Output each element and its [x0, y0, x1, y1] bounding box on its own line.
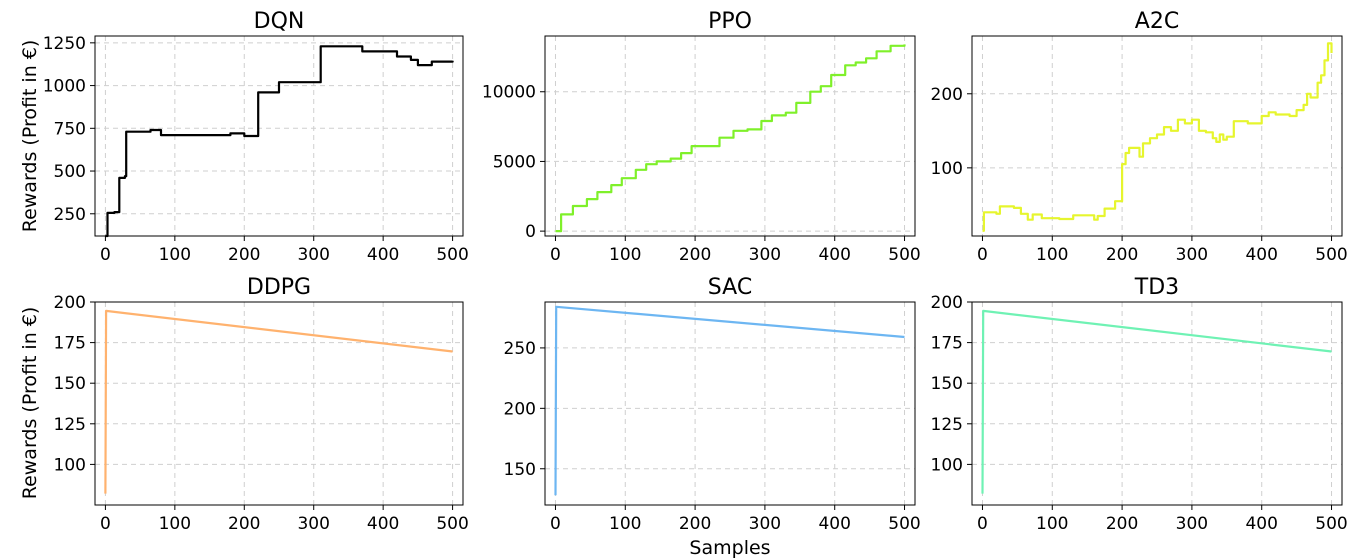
y-tick-label-0: 0	[525, 222, 536, 242]
panel-dqn: 0 100 200 300 400 500 250 500 750 1000 1250 DQN	[43, 9, 469, 265]
series-line-td3-0	[981, 309, 1332, 494]
x-tick-label-1: 100	[1036, 514, 1068, 534]
x-tick-label-4: 400	[367, 245, 399, 265]
x-tick-label-4: 400	[818, 514, 850, 534]
x-tick-label-2: 200	[679, 245, 711, 265]
panel-title: DQN	[254, 9, 305, 34]
axes-frame	[971, 301, 1343, 506]
y-tick-label-0: 100	[931, 159, 963, 179]
x-tick-label-3: 300	[1176, 245, 1208, 265]
x-tick-label-0: 0	[977, 514, 988, 534]
series-line-sac-0	[554, 305, 905, 496]
figure-ylabel-bottom: Rewards (Profit in €)	[19, 307, 41, 500]
panel-a2c: 0 100 200 300 400 500 100 200 A2C	[931, 9, 1348, 265]
x-tick-label-3: 300	[749, 245, 781, 265]
panel-title: A2C	[1135, 9, 1179, 34]
x-tick-label-3: 300	[297, 245, 329, 265]
axes-frame	[544, 301, 916, 506]
x-tick-label-1: 100	[609, 514, 641, 534]
x-tick-label-1: 100	[609, 245, 641, 265]
y-tick-label-1: 500	[54, 162, 86, 182]
y-tick-label-2: 150	[931, 374, 963, 394]
x-tick-label-0: 0	[550, 245, 561, 265]
y-tick-label-4: 1250	[43, 34, 86, 54]
y-tick-label-3: 175	[54, 334, 86, 354]
y-tick-label-2: 10000	[482, 83, 536, 103]
y-tick-label-4: 200	[931, 293, 963, 313]
x-tick-label-0: 0	[100, 245, 111, 265]
y-tick-label-3: 175	[931, 334, 963, 354]
series-line-ppo-0	[555, 44, 906, 233]
x-tick-label-1: 100	[159, 245, 191, 265]
axes-frame	[94, 301, 464, 506]
panel-title: SAC	[708, 275, 752, 300]
panel-ddpg: 0 100 200 300 400 500 100 125 150 175 200 DDPG	[54, 275, 469, 534]
y-tick-label-2: 150	[54, 374, 86, 394]
series-line-a2c-0	[982, 42, 1333, 232]
x-tick-label-5: 500	[436, 245, 468, 265]
x-tick-label-1: 100	[1036, 245, 1068, 265]
x-tick-label-5: 500	[1315, 514, 1347, 534]
y-tick-label-4: 200	[54, 293, 86, 313]
y-tick-label-1: 200	[931, 85, 963, 105]
panel-title: TD3	[1134, 275, 1179, 300]
x-tick-label-0: 0	[550, 514, 561, 534]
x-tick-label-4: 400	[818, 245, 850, 265]
x-tick-label-2: 200	[228, 245, 260, 265]
y-tick-label-1: 200	[504, 399, 536, 419]
y-tick-label-0: 100	[931, 455, 963, 475]
y-tick-label-0: 250	[54, 205, 86, 225]
x-tick-label-3: 300	[749, 514, 781, 534]
x-tick-label-3: 300	[297, 514, 329, 534]
x-tick-label-4: 400	[1245, 514, 1277, 534]
panel-title: PPO	[708, 9, 752, 34]
y-tick-label-1: 125	[54, 415, 86, 435]
y-tick-label-2: 750	[54, 119, 86, 139]
figure-ylabel-top: Rewards (Profit in €)	[19, 40, 41, 233]
axes-frame	[971, 35, 1343, 237]
x-tick-label-5: 500	[1315, 245, 1347, 265]
axes-frame	[544, 35, 916, 237]
series-line-dqn-0	[105, 45, 454, 238]
x-tick-label-2: 200	[1106, 514, 1138, 534]
panel-title: DDPG	[247, 275, 311, 300]
y-tick-label-1: 5000	[493, 152, 536, 172]
x-tick-label-0: 0	[977, 245, 988, 265]
x-tick-label-2: 200	[228, 514, 260, 534]
x-tick-label-4: 400	[367, 514, 399, 534]
x-tick-label-5: 500	[436, 514, 468, 534]
x-tick-label-0: 0	[100, 514, 111, 534]
x-tick-label-2: 200	[1106, 245, 1138, 265]
y-tick-label-2: 250	[504, 339, 536, 359]
x-tick-label-2: 200	[679, 514, 711, 534]
x-tick-label-1: 100	[159, 514, 191, 534]
y-tick-label-3: 1000	[43, 77, 86, 97]
axes-frame	[94, 35, 464, 237]
y-tick-label-1: 125	[931, 415, 963, 435]
x-tick-label-3: 300	[1176, 514, 1208, 534]
panel-td3: 0 100 200 300 400 500 100 125 150 175 200 TD3	[931, 275, 1348, 534]
series-line-ddpg-0	[104, 309, 453, 494]
y-tick-label-0: 150	[504, 460, 536, 480]
x-tick-label-5: 500	[888, 514, 920, 534]
x-tick-label-4: 400	[1245, 245, 1277, 265]
y-tick-label-0: 100	[54, 455, 86, 475]
x-tick-label-5: 500	[888, 245, 920, 265]
figure-xlabel: Samples	[689, 537, 770, 559]
panel-sac: 0 100 200 300 400 500 150 200 250 SAC	[504, 275, 921, 534]
